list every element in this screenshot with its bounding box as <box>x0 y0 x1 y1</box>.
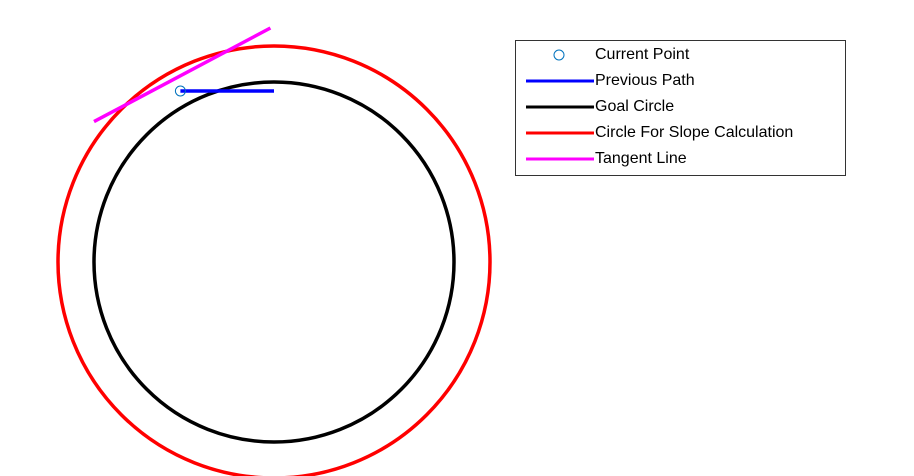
legend-swatch-previous-path <box>526 79 594 83</box>
legend-entry-current-point: Current Point <box>516 44 845 66</box>
legend-swatch-current-point <box>553 49 565 61</box>
series-current-point <box>174 85 186 97</box>
series-goal-circle <box>92 80 456 444</box>
legend-entry-previous-path: Previous Path <box>516 70 845 92</box>
legend-label-slope-circle: Circle For Slope Calculation <box>595 124 794 141</box>
legend-swatch-tangent-line <box>526 157 594 161</box>
legend-label-current-point: Current Point <box>595 46 690 63</box>
legend-swatch-slope-circle <box>526 131 594 135</box>
chart-legend: Current Point Previous Path Goal Circle … <box>515 40 846 176</box>
legend-label-goal-circle: Goal Circle <box>595 98 675 115</box>
chart-marks <box>56 26 492 476</box>
series-circle-for-slope-calculation <box>56 44 492 476</box>
legend-swatch-goal-circle <box>526 105 594 109</box>
series-tangent-line <box>93 26 272 124</box>
legend-entry-tangent-line: Tangent Line <box>516 148 845 170</box>
legend-label-previous-path: Previous Path <box>595 72 695 89</box>
legend-entry-goal-circle: Goal Circle <box>516 96 845 118</box>
legend-entry-slope-circle: Circle For Slope Calculation <box>516 122 845 144</box>
legend-label-tangent-line: Tangent Line <box>595 150 687 167</box>
